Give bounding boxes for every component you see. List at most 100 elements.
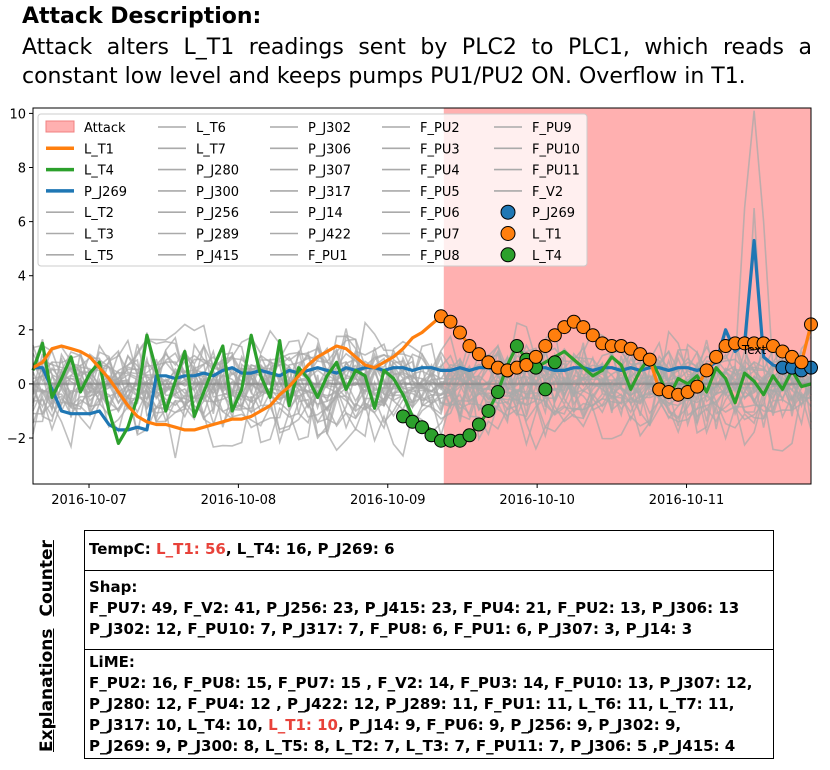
lime-line-1: F_PU2: 16, F_PU8: 15, F_PU7: 15 , F_V2: … [89, 674, 753, 692]
legend-label: F_PU1 [308, 249, 348, 264]
tempc-highlight: L_T1: 56 [156, 540, 226, 558]
shap-line-2: P_J302: 12, F_PU10: 7, P_J317: 7, F_PU8:… [89, 620, 693, 638]
legend-label: F_PU4 [420, 164, 460, 179]
marker-l-t4 [509, 339, 524, 354]
marker-l-t1 [642, 352, 657, 367]
series-line-p-j269 [33, 238, 812, 432]
marker-l-t1 [585, 328, 600, 343]
explanations-label: Explanations [37, 628, 57, 752]
marker-l-t4 [481, 403, 496, 418]
legend-label: L_T2 [84, 206, 114, 221]
legend-label: P_J306 [308, 142, 351, 157]
legend-label: L_T4 [532, 249, 562, 264]
legend-label: F_PU6 [420, 206, 460, 221]
attack-description-text: Attack alters L_T1 readings sent by PLC2… [22, 35, 812, 89]
x-tick-label: 2016-10-07 [51, 493, 127, 508]
y-tick-label: 0 [18, 378, 26, 393]
lime-line-4: P_J269: 9, P_J300: 8, L_T5: 8, L_T2: 7, … [89, 737, 736, 755]
marker-l-t1 [471, 347, 486, 362]
marker-l-t4 [415, 420, 429, 435]
legend-label: P_J415 [196, 249, 239, 264]
attack-description-title: Attack Description: [22, 4, 262, 29]
legend-label: L_T6 [196, 121, 226, 136]
plot-frame [32, 107, 812, 485]
marker-l-t1 [538, 339, 553, 354]
marker-l-t1 [699, 363, 714, 378]
series-line-p-j300 [32, 377, 812, 430]
y-tick-label: 2 [18, 324, 26, 339]
marker-l-t1 [547, 328, 562, 343]
shap-line-1: F_PU7: 49, F_V2: 41, P_J256: 23, P_J415:… [89, 599, 740, 617]
legend-label: F_PU2 [420, 121, 460, 136]
legend-marker-p-j269 [500, 204, 516, 220]
lime-line-3: P_J317: 10, L_T4: 10, L_T1: 10, P_J14: 9… [89, 715, 769, 736]
x-tick-label: 2016-10-09 [350, 493, 426, 508]
counter-label: Counter [37, 540, 57, 617]
legend-label: F_PU3 [420, 142, 460, 157]
legend-label: L_T4 [84, 164, 114, 179]
y-tick-label: 10 [9, 107, 26, 122]
legend-label: P_J14 [308, 206, 343, 221]
legend-label: P_J280 [196, 164, 239, 179]
legend-label: F_PU7 [420, 228, 460, 243]
legend-box [37, 113, 588, 267]
legend-label: F_PU5 [420, 185, 460, 200]
series-line-f-pu7 [32, 346, 812, 458]
legend-label: P_J302 [308, 121, 351, 136]
tempc-rest: , L_T4: 16, P_J269: 6 [225, 540, 395, 558]
legend-label: L_T1 [532, 228, 562, 243]
lime-line-3-b: , P_J14: 9, F_PU6: 9, P_J256: 9, P_J302:… [337, 716, 682, 734]
legend-label: F_PU11 [532, 164, 580, 179]
x-tick-label: 2016-10-10 [499, 493, 575, 508]
marker-l-t1 [443, 314, 458, 329]
lime-line-2: P_J280: 12, F_PU4: 12 , P_J422: 12, P_J2… [89, 695, 735, 713]
marker-l-t4 [462, 428, 477, 443]
timeseries-chart: Text 10 8 6 4 2 0 −2 2016-10-07 2016-10-08 2016-1… [7, 107, 818, 508]
legend-label: L_T5 [84, 249, 114, 264]
y-tick-label: 8 [18, 162, 26, 177]
legend-label: F_PU10 [532, 142, 580, 157]
y-tick-label: 6 [18, 216, 26, 231]
x-tick-label: 2016-10-11 [649, 493, 725, 508]
marker-l-t4 [490, 385, 505, 400]
legend-label: P_J269 [532, 206, 575, 221]
tempc-box: TempC: L_T1: 56, L_T4: 16, P_J269: 6 [84, 530, 774, 571]
y-tick-label: −2 [7, 432, 26, 447]
marker-l-t1 [519, 357, 534, 372]
marker-l-t1 [709, 349, 724, 364]
marker-l-t1 [452, 325, 467, 340]
legend-label: F_PU8 [420, 249, 460, 264]
legend-label: L_T1 [84, 142, 114, 157]
marker-l-t1 [462, 339, 477, 354]
legend-label: P_J300 [196, 185, 239, 200]
x-tick-label: 2016-10-08 [201, 493, 277, 508]
y-tick-label: 4 [18, 270, 26, 285]
legend-label: P_J269 [84, 185, 127, 200]
shap-box: Shap: F_PU7: 49, F_V2: 41, P_J256: 23, P… [84, 570, 774, 650]
marker-l-t1 [794, 355, 809, 370]
marker-l-t1 [528, 349, 543, 364]
marker-l-t4 [547, 355, 562, 370]
legend-marker-l-t4 [500, 247, 516, 263]
lime-box: LiME: F_PU2: 16, F_PU8: 15, F_PU7: 15 , … [84, 649, 774, 759]
legend-label: P_J317 [308, 185, 351, 200]
marker-l-t1 [690, 379, 705, 394]
legend-label: P_J422 [308, 228, 351, 243]
legend-swatch-attack [45, 120, 75, 133]
legend-label: F_PU9 [532, 121, 572, 136]
series-line-f-pu10 [32, 110, 812, 390]
legend-label: P_J256 [196, 206, 239, 221]
lime-line-3-highlight: L_T1: 10 [268, 716, 338, 734]
explanations-side-label: Explanations Counter [37, 540, 57, 752]
tempc-label: TempC: [89, 540, 151, 558]
marker-l-t4 [538, 382, 553, 397]
legend-label: L_T7 [196, 142, 226, 157]
legend-label: Attack [84, 121, 126, 136]
marker-l-t4 [471, 417, 486, 432]
marker-l-t1 [576, 320, 591, 335]
legend-label: P_J289 [196, 228, 239, 243]
legend-label: P_J307 [308, 164, 351, 179]
legend-label: F_V2 [532, 185, 563, 200]
lime-label: LiME: [89, 653, 135, 671]
lime-line-3-a: P_J317: 10, L_T4: 10, [89, 716, 269, 734]
